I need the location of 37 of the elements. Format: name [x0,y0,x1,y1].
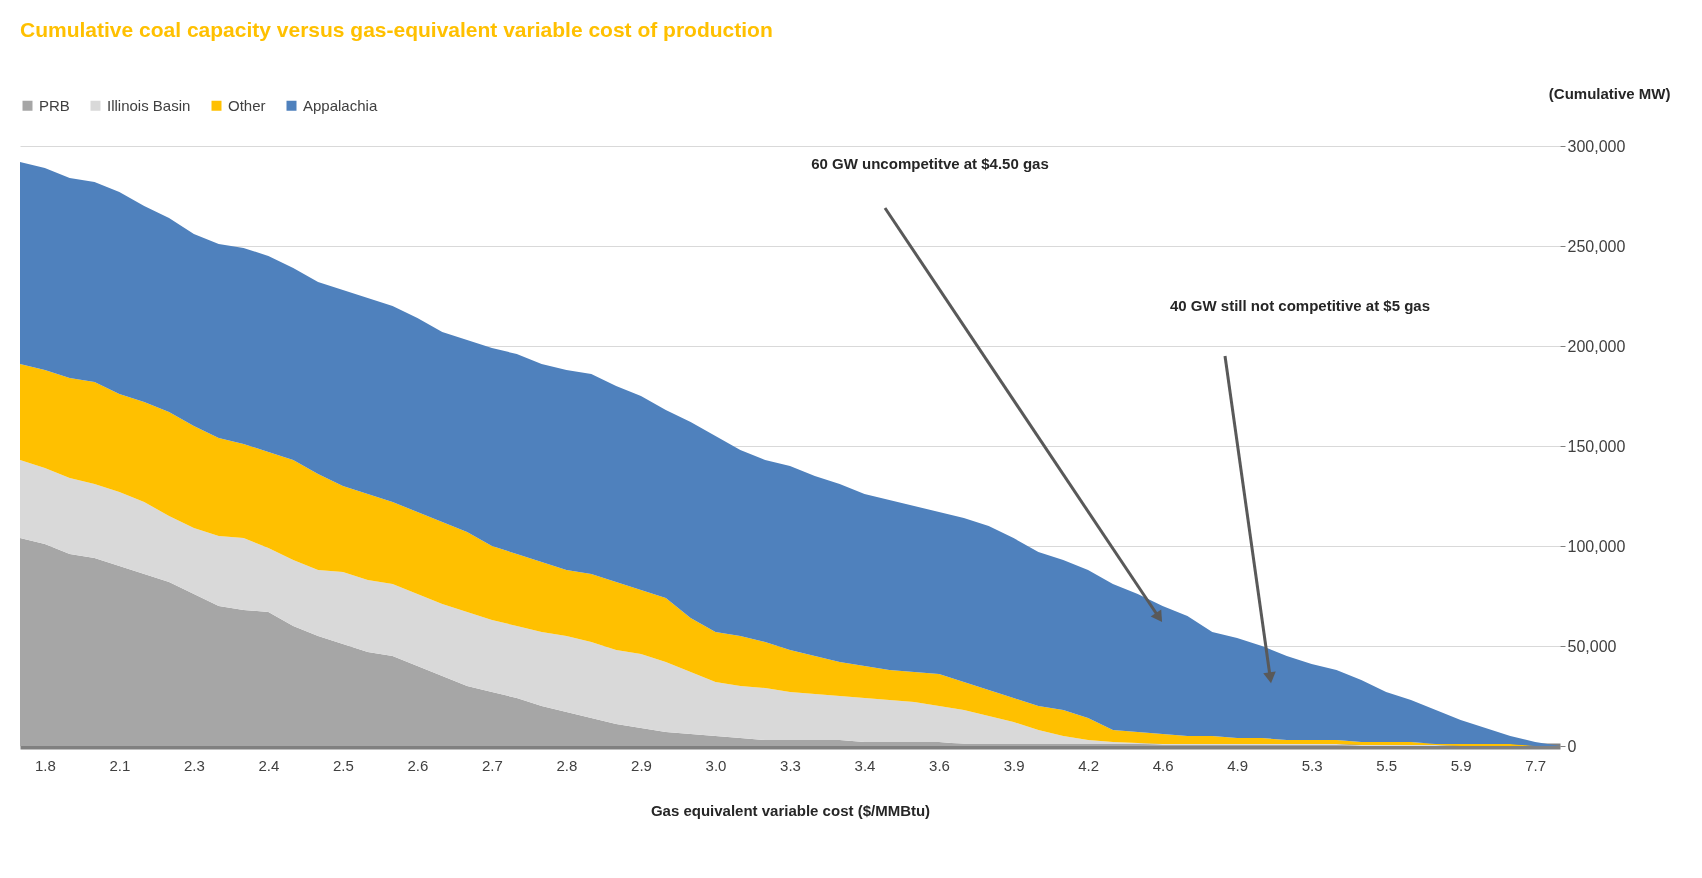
y-tick-label: 300,000 [1567,137,1626,155]
x-tick-label: 2.7 [482,756,503,774]
legend-label: Illinois Basin [107,96,191,114]
x-tick-label: 3.9 [1003,756,1025,774]
x-tick-label: 5.5 [1376,756,1398,774]
x-tick-label: 5.9 [1450,756,1472,774]
x-tick-label: 2.5 [332,756,354,774]
x-tick-label: 3.3 [780,756,801,774]
x-tick-label: 5.3 [1301,756,1323,774]
y-tick-label: 250,000 [1567,237,1626,255]
x-tick-label: 2.6 [407,756,429,774]
x-tick-label: 2.3 [183,756,205,774]
x-tick-label: 3.4 [854,756,876,774]
x-tick-label: 7.7 [1525,756,1547,774]
x-tick-label: 2.4 [258,756,280,774]
x-tick-label: 3.0 [705,756,727,774]
y-tick-label: 150,000 [1567,437,1626,455]
y-tick-label: 200,000 [1567,337,1626,355]
x-axis-title: Gas equivalent variable cost ($/MMBtu) [650,801,931,819]
x-tick-label: 4.6 [1152,756,1174,774]
x-tick-label: 1.8 [34,756,56,774]
legend-label: PRB [39,96,70,114]
legend-label: Other [228,96,266,114]
annotation: 60 GW uncompetitve at $4.50 gas [811,155,1049,172]
x-tick-label: 3.6 [929,756,950,774]
y-tick-label: 100,000 [1567,537,1626,555]
y-tick-label: 0 [1567,737,1577,755]
chart-title: Cumulative coal capacity versus gas-equivalent variable cost of production [20,18,773,41]
y-tick-label: 50,000 [1567,637,1617,655]
annotation: 40 GW still not competitive at $5 gas [1169,297,1431,314]
x-tick-label: 4.2 [1078,756,1099,774]
y-axis-title: (Cumulative MW) [1548,84,1671,102]
x-tick-label: 2.1 [109,756,131,774]
x-tick-label: 2.8 [556,756,578,774]
x-tick-label: 4.9 [1227,756,1249,774]
legend-label: Appalachia [303,96,378,114]
x-tick-label: 2.9 [631,756,652,774]
